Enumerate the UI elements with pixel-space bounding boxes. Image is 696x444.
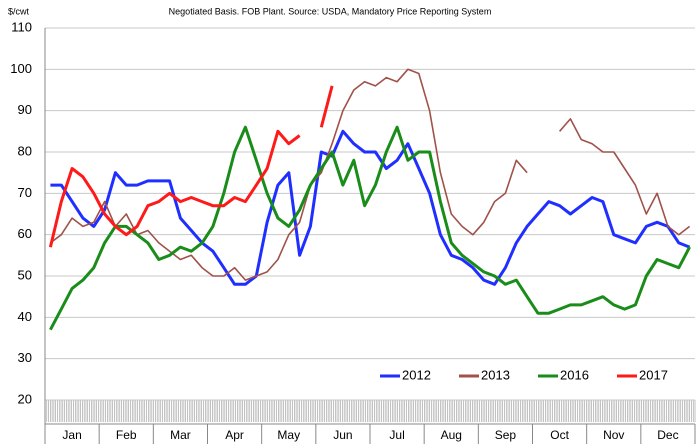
series-line [49,68,691,281]
unit-label: $/cwt [8,6,30,16]
minor-ticks [44,400,696,422]
y-tick-label: 90 [18,102,32,117]
series-line [48,85,334,248]
x-tick-label: Sep [495,428,517,442]
x-tick-label: Mar [170,428,191,442]
series-line [50,129,691,286]
y-tick-label: 70 [18,185,32,200]
legend-label: 2017 [639,367,668,382]
y-tick-label: 60 [18,226,32,241]
x-tick-label: Oct [550,428,569,442]
x-tick-label: Feb [116,428,137,442]
y-tick-label: 50 [18,267,32,282]
x-tick-label: Aug [441,428,462,442]
x-tick-label: Apr [225,428,244,442]
x-tick-label: Dec [657,428,678,442]
x-tick-label: Jan [62,428,81,442]
subtitle: Negotiated Basis. FOB Plant. Source: USD… [169,6,492,16]
x-tick-label: Nov [603,428,624,442]
legend-label: 2013 [481,367,510,382]
legend-label: 2016 [560,367,589,382]
y-tick-label: 20 [18,391,32,406]
x-tick-label: Jul [389,428,404,442]
legend-label: 2012 [402,367,431,382]
y-tick-label: 80 [18,143,32,158]
y-tick-label: 100 [10,61,32,76]
y-tick-label: 30 [18,350,32,365]
y-tick-label: 110 [11,19,32,34]
x-tick-label: May [277,428,300,442]
y-tick-label: 40 [18,309,32,324]
x-tick-label: Jun [333,428,352,442]
series-line [49,125,691,331]
